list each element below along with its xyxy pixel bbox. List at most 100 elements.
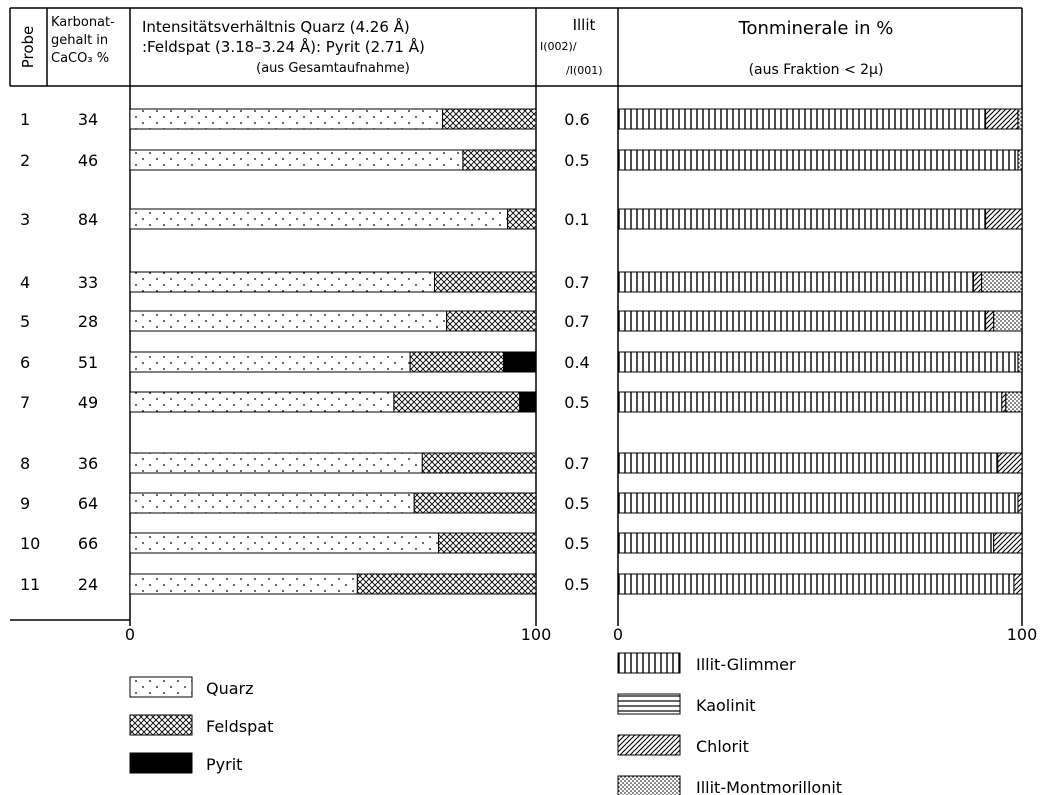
intensity-quarz-bar — [129, 492, 415, 514]
clay-illit-glimmer-bar — [617, 271, 975, 293]
carbonate-header-line2: gehalt in — [51, 33, 108, 48]
illit-ratio-value: 0.7 — [564, 273, 589, 292]
clay-chlorit-bar — [985, 108, 1019, 130]
legend-label-quarz: Quarz — [206, 679, 254, 698]
intensity-feldspat-bar — [409, 351, 505, 373]
clay-illit-glimmer-bar — [617, 149, 1019, 171]
clay-chlorit-bar — [973, 271, 983, 293]
axis-tick-label: 0 — [125, 625, 135, 644]
legend: Quarz Feldspat Pyrit Illit-Glimmer Kaolinit C… — [129, 652, 842, 795]
carbonate-value: 51 — [78, 353, 98, 372]
legend-swatch-chlorit — [617, 734, 681, 756]
axes: 0 100 0 100 — [125, 620, 1037, 644]
clay-header-title: Tonminerale in % — [738, 18, 894, 39]
clay-chlorit-bar — [985, 208, 1023, 230]
legend-swatch-illmont — [617, 775, 681, 795]
intensity-quarz-bar — [129, 532, 440, 554]
probe-number: 7 — [20, 393, 30, 412]
probe-number: 9 — [20, 494, 30, 513]
clay-illit-montmorillonit-bar — [1005, 391, 1023, 413]
legend-swatch-feldspat — [129, 714, 193, 736]
clay-illit-montmorillonit-bar — [1017, 351, 1023, 373]
illit-ratio-value: 0.5 — [564, 575, 589, 594]
probe-number: 10 — [20, 534, 40, 553]
intensity-pyrit-bar — [503, 351, 537, 373]
illit-ratio-value: 0.6 — [564, 110, 589, 129]
intensity-feldspat-bar — [393, 391, 521, 413]
legend-label-illit: Illit-Glimmer — [696, 655, 796, 674]
intensity-feldspat-bar — [434, 271, 537, 293]
illit-ratio-value: 0.7 — [564, 312, 589, 331]
intensity-pyrit-bar — [519, 391, 537, 413]
clay-illit-glimmer-bar — [617, 492, 1019, 514]
intensity-header-line2: :Feldspat (3.18–3.24 Å): Pyrit (2.71 Å) — [142, 37, 425, 56]
axis-tick-label: 100 — [1007, 625, 1038, 644]
intensity-quarz-bar — [129, 310, 448, 332]
clay-chlorit-bar — [993, 532, 1023, 554]
intensity-quarz-bar — [129, 351, 411, 373]
carbonate-header-line1: Karbonat- — [51, 15, 115, 30]
clay-illit-montmorillonit-bar — [993, 310, 1023, 332]
clay-illit-montmorillonit-bar — [981, 271, 1023, 293]
intensity-feldspat-bar — [446, 310, 537, 332]
axis-tick-label: 100 — [521, 625, 552, 644]
legend-swatch-quarz — [129, 676, 193, 698]
legend-swatch-pyrit — [129, 752, 193, 774]
probe-number: 1 — [20, 110, 30, 129]
intensity-quarz-bar — [129, 149, 464, 171]
data-rows: 1 34 0.6 2 46 0.5 3 84 0.1 4 33 0.7 5 28 0.7 6 51 0.4 7 49 0… — [20, 108, 1023, 595]
legend-label-pyrit: Pyrit — [206, 755, 242, 774]
clay-illit-glimmer-bar — [617, 208, 987, 230]
carbonate-value: 49 — [78, 393, 98, 412]
legend-label-kaolinit: Kaolinit — [696, 696, 756, 715]
legend-label-chlorit: Chlorit — [696, 737, 749, 756]
legend-swatch-kaolinit — [617, 693, 681, 715]
illit-ratio-value: 0.5 — [564, 534, 589, 553]
intensity-quarz-bar — [129, 391, 395, 413]
illit-ratio-value: 0.5 — [564, 151, 589, 170]
carbonate-value: 34 — [78, 110, 98, 129]
illit-ratio-value: 0.7 — [564, 454, 589, 473]
clay-illit-glimmer-bar — [617, 351, 1019, 373]
intensity-quarz-bar — [129, 208, 509, 230]
intensity-quarz-bar — [129, 573, 358, 595]
illit-ratio-value: 0.5 — [564, 494, 589, 513]
probe-number: 6 — [20, 353, 30, 372]
illit-header-denominator: /I(001) — [566, 64, 603, 77]
clay-illit-montmorillonit-bar — [1017, 149, 1023, 171]
carbonate-value: 24 — [78, 575, 98, 594]
clay-illit-glimmer-bar — [617, 452, 999, 474]
probe-number: 8 — [20, 454, 30, 473]
carbonate-header-line3: CaCO₃ % — [51, 51, 109, 66]
illit-header-numerator: I(002)/ — [540, 40, 577, 53]
intensity-feldspat-bar — [462, 149, 537, 171]
probe-number: 4 — [20, 273, 30, 292]
carbonate-value: 33 — [78, 273, 98, 292]
legend-swatch-illit — [617, 652, 681, 674]
clay-illit-montmorillonit-bar — [1017, 108, 1023, 130]
intensity-header-line1: Intensitätsverhältnis Quarz (4.26 Å) — [142, 17, 410, 36]
axis-tick-label: 0 — [613, 625, 623, 644]
clay-chlorit-bar — [997, 452, 1023, 474]
intensity-header-line3: (aus Gesamtaufnahme) — [256, 61, 410, 76]
carbonate-value: 66 — [78, 534, 98, 553]
intensity-quarz-bar — [129, 108, 444, 130]
illit-header-title: Illit — [573, 16, 596, 34]
legend-label-illmont: Illit-Montmorillonit — [696, 778, 842, 795]
intensity-quarz-bar — [129, 271, 435, 293]
clay-chlorit-bar — [1013, 573, 1023, 595]
clay-illit-glimmer-bar — [617, 108, 987, 130]
clay-illit-glimmer-bar — [617, 573, 1015, 595]
intensity-feldspat-bar — [507, 208, 537, 230]
carbonate-value: 84 — [78, 210, 98, 229]
intensity-feldspat-bar — [413, 492, 537, 514]
intensity-feldspat-bar — [442, 108, 537, 130]
probe-number: 5 — [20, 312, 30, 331]
intensity-feldspat-bar — [356, 573, 537, 595]
carbonate-value: 64 — [78, 494, 98, 513]
probe-header: Probe — [19, 26, 37, 69]
clay-chlorit-bar — [985, 310, 995, 332]
clay-chlorit-bar — [1001, 391, 1007, 413]
intensity-quarz-bar — [129, 452, 423, 474]
